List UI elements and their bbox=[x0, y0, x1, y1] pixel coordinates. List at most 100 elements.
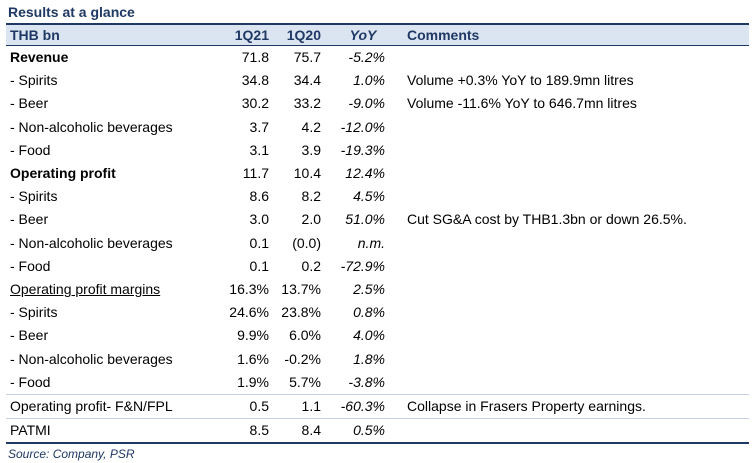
value-yoy: 0.5% bbox=[325, 418, 401, 445]
value-1q21: 9.9% bbox=[237, 327, 269, 344]
row-label: - Beer bbox=[10, 95, 49, 112]
value-1q21: 71.8 bbox=[241, 49, 269, 66]
value-yoy: 4.5% bbox=[353, 188, 385, 205]
row-label: - Beer bbox=[10, 327, 49, 344]
results-table: THB bn 1Q21 1Q20 YoY Comments Revenue 71… bbox=[6, 25, 749, 445]
row-comment bbox=[401, 418, 749, 445]
row-comment bbox=[401, 278, 749, 301]
value-1q21: 1.9% bbox=[221, 370, 273, 395]
table-row: Operating profit 11.7 10.4 12.4% bbox=[6, 162, 749, 185]
value-1q21: 34.8 bbox=[241, 72, 269, 89]
table-header-row: THB bn 1Q21 1Q20 YoY Comments bbox=[6, 25, 749, 46]
row-comment bbox=[401, 185, 749, 208]
table-row: Revenue 71.8 75.7 -5.2% bbox=[6, 46, 749, 70]
row-comment bbox=[401, 162, 749, 185]
value-1q21: 3.0 bbox=[249, 211, 269, 228]
row-comment bbox=[401, 46, 749, 70]
value-yoy: 51.0% bbox=[345, 211, 385, 228]
row-comment bbox=[401, 324, 749, 347]
table-row: - Non-alcoholic beverages 1.6% -0.2% 1.8… bbox=[6, 347, 749, 370]
row-label: - Non-alcoholic beverages bbox=[10, 234, 173, 251]
row-label: - Non-alcoholic beverages bbox=[10, 118, 173, 135]
value-1q21: 0.1 bbox=[249, 234, 269, 251]
table-row: - Spirits 8.6 8.2 4.5% bbox=[6, 185, 749, 208]
value-1q21: 0.1 bbox=[249, 257, 269, 274]
value-yoy: 12.4% bbox=[345, 165, 385, 182]
row-label: Operating profit margins bbox=[10, 280, 161, 297]
value-1q20: 34.4 bbox=[293, 72, 321, 89]
row-label: - Spirits bbox=[10, 188, 58, 205]
value-yoy: 0.8% bbox=[353, 304, 385, 321]
value-yoy: -60.3% bbox=[325, 394, 401, 420]
row-comment bbox=[401, 301, 749, 324]
row-label: - Beer bbox=[10, 211, 49, 228]
table-row: - Non-alcoholic beverages 0.1 (0.0) n.m. bbox=[6, 232, 749, 255]
table-row: - Beer 30.2 33.2 -9.0% Volume -11.6% YoY… bbox=[6, 92, 749, 115]
value-1q21: 11.7 bbox=[242, 165, 269, 182]
row-comment bbox=[401, 347, 749, 370]
value-yoy: -9.0% bbox=[348, 95, 385, 112]
table-row: Operating profit- F&N/FPL 0.5 1.1 -60.3%… bbox=[6, 394, 749, 420]
row-label: Revenue bbox=[10, 49, 69, 66]
table-row: - Spirits 24.6% 23.8% 0.8% bbox=[6, 301, 749, 324]
value-yoy: -19.3% bbox=[340, 141, 385, 158]
value-1q21: 3.7 bbox=[249, 118, 269, 135]
value-yoy: -5.2% bbox=[348, 49, 385, 66]
row-label: Operating profit bbox=[10, 165, 116, 182]
value-yoy: -72.9% bbox=[340, 257, 385, 274]
value-yoy: 4.0% bbox=[353, 327, 385, 344]
row-label: - Spirits bbox=[10, 72, 58, 89]
table-row: - Food 1.9% 5.7% -3.8% bbox=[6, 370, 749, 395]
value-1q21: 16.3% bbox=[229, 280, 269, 297]
value-1q20: 75.7 bbox=[293, 49, 321, 66]
value-1q20: (0.0) bbox=[292, 234, 321, 251]
table-row: - Food 0.1 0.2 -72.9% bbox=[6, 255, 749, 278]
value-1q20: 1.1 bbox=[273, 394, 325, 420]
table-row: - Non-alcoholic beverages 3.7 4.2 -12.0% bbox=[6, 116, 749, 139]
value-1q20: 10.4 bbox=[293, 165, 321, 182]
row-comment bbox=[401, 370, 749, 395]
value-1q20: 8.4 bbox=[273, 418, 325, 445]
value-yoy: n.m. bbox=[357, 234, 385, 251]
header-1q21: 1Q21 bbox=[221, 25, 273, 46]
row-label: - Spirits bbox=[10, 304, 58, 321]
row-comment bbox=[401, 116, 749, 139]
row-label: - Non-alcoholic beverages bbox=[10, 350, 173, 367]
value-1q21: 8.5 bbox=[221, 418, 273, 445]
row-comment: Collapse in Frasers Property earnings. bbox=[401, 394, 749, 420]
value-1q20: 6.0% bbox=[289, 327, 321, 344]
value-1q21: 0.5 bbox=[221, 394, 273, 420]
value-yoy: 2.5% bbox=[353, 280, 385, 297]
value-1q20: 23.8% bbox=[281, 304, 321, 321]
value-1q20: 3.9 bbox=[301, 141, 321, 158]
value-1q20: 33.2 bbox=[293, 95, 321, 112]
value-1q21: 24.6% bbox=[229, 304, 269, 321]
value-1q20: 8.2 bbox=[301, 188, 321, 205]
value-1q20: 2.0 bbox=[301, 211, 321, 228]
value-1q21: 30.2 bbox=[241, 95, 269, 112]
row-comment bbox=[401, 255, 749, 278]
table-row: - Beer 3.0 2.0 51.0% Cut SG&A cost by TH… bbox=[6, 208, 749, 231]
row-label: Operating profit- F&N/FPL bbox=[6, 394, 221, 420]
table-row: PATMI 8.5 8.4 0.5% bbox=[6, 418, 749, 445]
title-rule bbox=[6, 23, 749, 25]
source-note: Source: Company, PSR bbox=[8, 447, 135, 461]
value-1q21: 8.6 bbox=[249, 188, 269, 205]
row-comment: Cut SG&A cost by THB1.3bn or down 26.5%. bbox=[407, 211, 687, 228]
header-1q20: 1Q20 bbox=[273, 25, 325, 46]
header-label: THB bn bbox=[6, 25, 221, 46]
value-yoy: -3.8% bbox=[325, 370, 401, 395]
row-comment: Volume +0.3% YoY to 189.9mn litres bbox=[407, 72, 634, 89]
row-comment bbox=[401, 232, 749, 255]
header-comments: Comments bbox=[401, 25, 749, 46]
table-row: Operating profit margins 16.3% 13.7% 2.5… bbox=[6, 278, 749, 301]
value-1q20: 4.2 bbox=[301, 118, 321, 135]
value-yoy: 1.0% bbox=[353, 72, 385, 89]
value-1q20: 5.7% bbox=[273, 370, 325, 395]
row-comment: Volume -11.6% YoY to 646.7mn litres bbox=[407, 95, 637, 112]
row-label: - Food bbox=[10, 141, 51, 158]
table-row: - Spirits 34.8 34.4 1.0% Volume +0.3% Yo… bbox=[6, 69, 749, 92]
header-yoy: YoY bbox=[325, 25, 401, 46]
value-1q21: 1.6% bbox=[237, 350, 269, 367]
value-yoy: -12.0% bbox=[340, 118, 385, 135]
